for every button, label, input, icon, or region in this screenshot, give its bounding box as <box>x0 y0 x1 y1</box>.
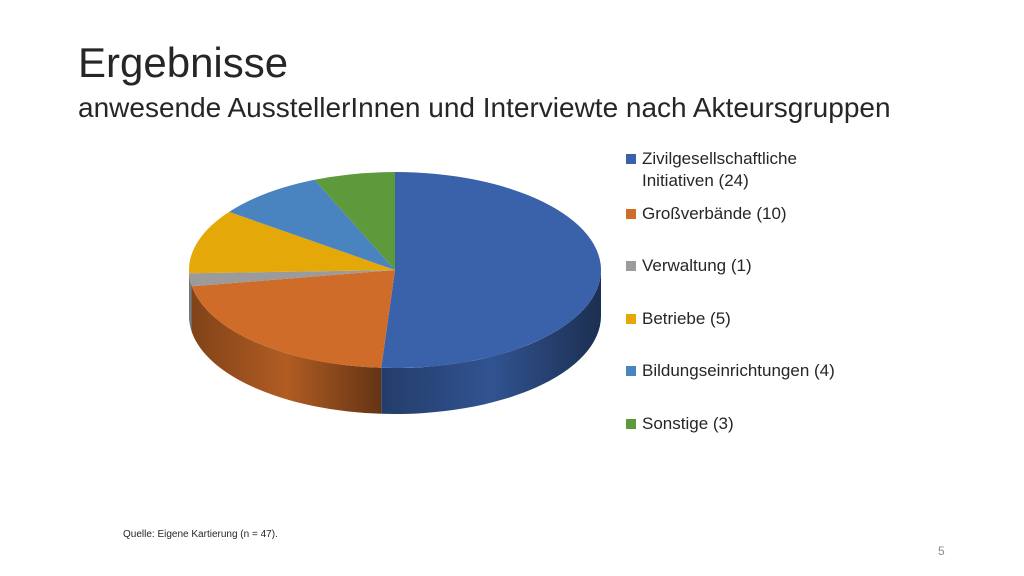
legend-label: Betriebe (5) <box>642 309 731 328</box>
legend-label: Verwaltung (1) <box>642 256 752 275</box>
pie-slice-grossverbande <box>191 270 395 368</box>
legend-label: Sonstige (3) <box>642 414 734 433</box>
legend-swatch <box>626 154 636 164</box>
slide-title: Ergebnisse <box>78 39 289 86</box>
legend-label: Bildungseinrichtungen (4) <box>642 361 835 380</box>
legend-label: Großverbände (10) <box>642 204 787 223</box>
legend-swatch <box>626 366 636 376</box>
pie-side-verwaltung <box>189 273 192 333</box>
pie-slice-sonstige <box>314 172 395 270</box>
pie-slice-betriebe <box>189 211 395 274</box>
pie-slice-verwaltung <box>189 270 395 287</box>
legend-swatch <box>626 419 636 429</box>
legend-swatch <box>626 209 636 219</box>
legend-item-bildungseinrichtungen: Bildungseinrichtungen (4) <box>626 360 862 382</box>
legend-label: Zivilgesellschaftliche Initiativen (24) <box>642 149 797 190</box>
legend-item-betriebe: Betriebe (5) <box>626 308 862 330</box>
legend-item-sonstige: Sonstige (3) <box>626 413 862 435</box>
pie-side-group <box>189 270 601 415</box>
page-number: 5 <box>938 544 945 558</box>
pie-side-zivilgesellschaftliche-initiativen <box>381 270 601 415</box>
source-note: Quelle: Eigene Kartierung (n = 47). <box>123 529 278 540</box>
legend-swatch <box>626 261 636 271</box>
pie-side-grossverbande <box>191 286 382 414</box>
legend-swatch <box>626 314 636 324</box>
pie-top-group <box>189 172 602 368</box>
pie-slice-zivilgesellschaftliche-initiativen <box>381 172 602 368</box>
slide-subtitle: anwesende AusstellerInnen und Interviewt… <box>78 92 891 123</box>
legend-item-grossverbaende: Großverbände (10) <box>626 203 862 225</box>
pie-slice-bildungseinrichtungen <box>229 179 395 270</box>
legend-item-verwaltung: Verwaltung (1) <box>626 255 862 277</box>
legend-item-zivilgesellschaftliche: Zivilgesellschaftliche Initiativen (24) <box>626 148 862 192</box>
